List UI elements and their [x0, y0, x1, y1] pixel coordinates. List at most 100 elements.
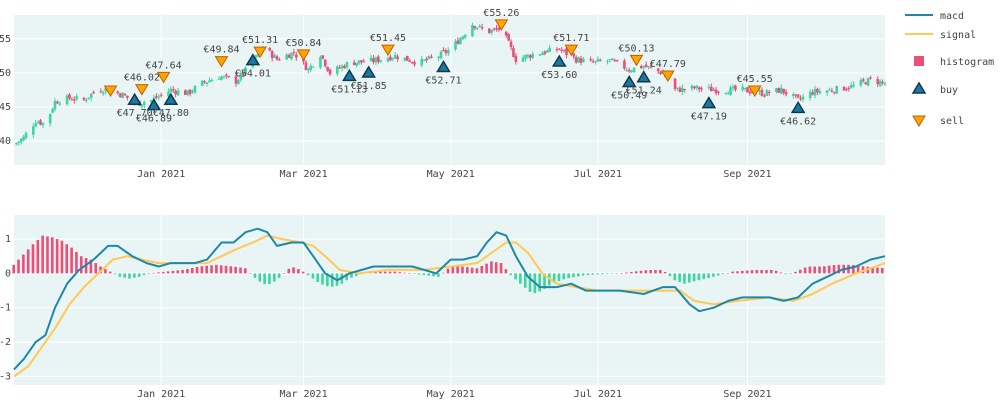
candle-body — [833, 92, 836, 94]
histogram-bar — [519, 273, 522, 284]
candle — [89, 93, 93, 102]
candle — [507, 33, 510, 41]
histogram-bar — [408, 273, 411, 274]
histogram-bar — [441, 272, 445, 274]
sell-legend-label: sell — [940, 116, 964, 127]
histogram-bar — [755, 269, 759, 274]
histogram-bar — [765, 269, 768, 274]
candle — [48, 113, 52, 127]
candle — [405, 55, 409, 61]
candle-body — [270, 51, 274, 59]
candle-body — [167, 91, 170, 97]
candle-body — [362, 61, 366, 63]
candle-body — [345, 62, 349, 68]
candle-body — [842, 86, 846, 91]
histogram-bar — [186, 268, 189, 274]
candle — [543, 50, 547, 56]
candle-body — [239, 73, 243, 80]
candle-body — [579, 58, 583, 63]
candle-body — [374, 57, 378, 63]
histogram-bar — [687, 273, 691, 283]
candle — [328, 68, 332, 76]
histogram-bar — [736, 271, 739, 274]
candle — [70, 96, 74, 101]
candle — [828, 87, 831, 91]
histogram-bar — [876, 267, 879, 274]
histogram-bar — [726, 272, 730, 274]
candle — [352, 59, 356, 66]
candle — [336, 65, 339, 77]
candle — [121, 92, 124, 99]
histogram-bar — [731, 271, 734, 274]
histogram-bar — [26, 249, 30, 274]
candle-body — [87, 97, 91, 99]
candle-body — [507, 33, 510, 41]
candle-body — [357, 60, 361, 64]
histogram-bar — [147, 273, 151, 274]
candle — [142, 100, 146, 109]
candle-body — [512, 48, 515, 57]
buy-price-label: €47.70 — [117, 108, 153, 119]
candle — [712, 87, 715, 91]
candle — [408, 58, 411, 63]
candle-body — [427, 56, 431, 59]
candle-body — [430, 56, 433, 58]
candle-body — [244, 67, 247, 75]
candle-body — [205, 82, 209, 84]
candle-body — [642, 66, 646, 68]
histogram-bar — [745, 270, 749, 274]
candle — [403, 57, 407, 62]
candle-body — [480, 26, 484, 29]
histogram-bar — [620, 273, 624, 274]
candle — [188, 88, 192, 97]
candle-body — [830, 90, 834, 92]
candle — [17, 141, 21, 146]
price-x-tick-label: May 2021 — [427, 169, 475, 180]
price-y-tick-label: 50 — [0, 68, 11, 79]
candle — [683, 88, 687, 93]
histogram-bar — [176, 270, 180, 274]
sell-marker — [253, 46, 267, 59]
candle-body — [767, 91, 771, 93]
candle-body — [488, 28, 491, 34]
candle — [304, 60, 308, 71]
candle — [413, 59, 416, 67]
macd-y-tick-label: 0 — [5, 268, 11, 279]
candle-body — [490, 29, 494, 33]
histogram-bar — [557, 273, 561, 282]
legend-item-signal: signal — [905, 30, 976, 41]
candle — [495, 24, 498, 32]
candle-body — [799, 98, 802, 100]
histogram-bar — [321, 273, 324, 285]
histogram-bar — [200, 266, 204, 274]
candle — [101, 90, 105, 96]
candle — [36, 119, 40, 125]
histogram-bar — [644, 270, 648, 274]
candle — [15, 142, 18, 146]
candle-body — [140, 104, 144, 107]
candle — [186, 90, 190, 97]
candle-body — [777, 87, 781, 93]
signal-line — [13, 234, 886, 378]
candle-body — [89, 93, 93, 98]
macd-x-tick-label: Sep 2021 — [723, 389, 771, 400]
candle-body — [336, 66, 339, 74]
histogram-bar — [36, 239, 40, 274]
candle — [237, 78, 240, 85]
macd-y-tick-label: 1 — [5, 234, 11, 245]
candle-body — [290, 52, 293, 60]
candle-body — [413, 62, 416, 65]
macd-x-tick-label: May 2021 — [427, 389, 475, 400]
candle — [748, 88, 752, 96]
candle-body — [779, 87, 783, 94]
candle-body — [321, 55, 325, 59]
candle — [642, 65, 646, 71]
candle — [775, 87, 778, 94]
candle — [270, 49, 274, 62]
candle-body — [743, 87, 747, 89]
candle — [625, 67, 629, 72]
candle — [818, 88, 822, 95]
histogram-bar — [490, 261, 493, 274]
histogram-bar — [224, 265, 228, 274]
candle — [632, 67, 636, 73]
